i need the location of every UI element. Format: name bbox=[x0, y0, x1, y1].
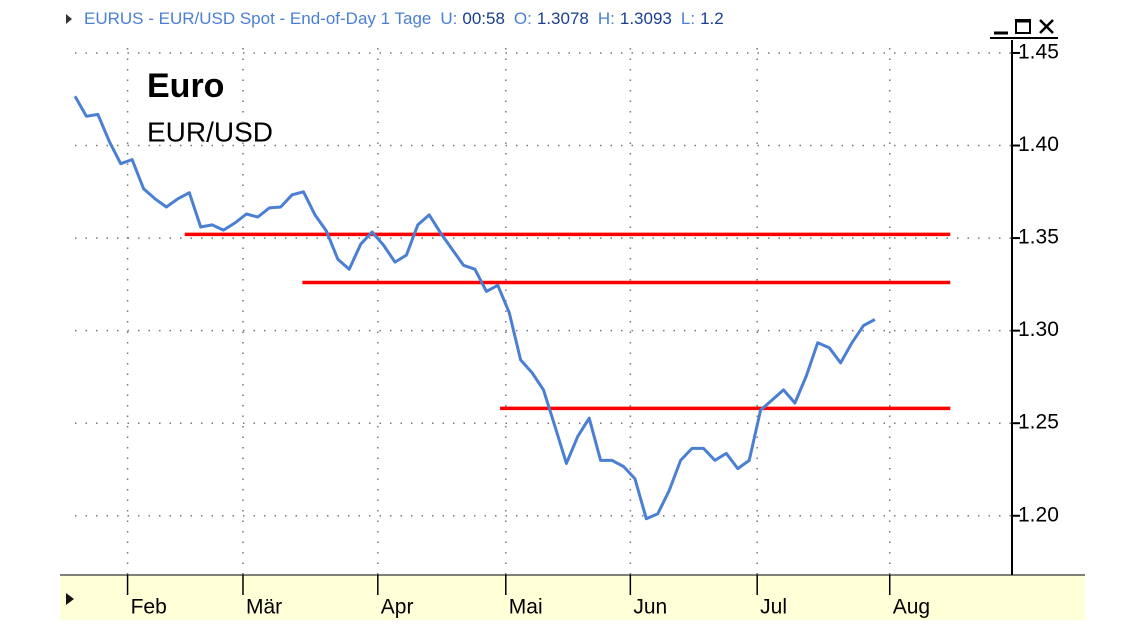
x-tick-label: Jun bbox=[633, 596, 667, 619]
window-buttons[interactable] bbox=[990, 19, 1058, 39]
y-tick-label: 1.20 bbox=[1018, 503, 1059, 526]
chart-title: Euro bbox=[147, 67, 224, 105]
x-tick-label: Mär bbox=[246, 596, 282, 619]
y-tick-label: 1.40 bbox=[1018, 133, 1059, 156]
y-tick-label: 1.45 bbox=[1018, 41, 1059, 64]
header-field-label: O: bbox=[514, 9, 532, 28]
header-field-label: L: bbox=[681, 9, 695, 28]
header-field-label: U: bbox=[440, 9, 457, 28]
chart-subtitle: EUR/USD bbox=[147, 116, 273, 147]
header-field-value: 00:58 bbox=[462, 9, 505, 28]
scroll-icon[interactable] bbox=[66, 593, 74, 605]
y-tick-label: 1.30 bbox=[1018, 318, 1059, 341]
header-field-label: H: bbox=[598, 9, 615, 28]
header-text: EURUS - EUR/USD Spot - End-of-Day 1 Tage… bbox=[84, 9, 724, 28]
header-field-value: 1.2 bbox=[700, 9, 724, 28]
x-tick-label: Feb bbox=[131, 596, 167, 619]
y-tick-label: 1.25 bbox=[1018, 411, 1059, 434]
time-axis-bar bbox=[60, 575, 1085, 620]
title-bar bbox=[60, 0, 1085, 40]
x-tick-label: Mai bbox=[509, 596, 543, 619]
x-tick-label: Jul bbox=[760, 596, 787, 619]
header-symbol: EURUS - EUR/USD Spot - End-of-Day 1 Tage bbox=[84, 9, 431, 28]
header-field-value: 1.3093 bbox=[620, 9, 672, 28]
collapse-icon[interactable] bbox=[66, 14, 72, 24]
x-tick-label: Aug bbox=[893, 596, 930, 619]
header-field-value: 1.3078 bbox=[537, 9, 589, 28]
x-tick-label: Apr bbox=[381, 596, 414, 619]
price-line bbox=[73, 95, 876, 521]
y-tick-label: 1.35 bbox=[1018, 226, 1059, 249]
